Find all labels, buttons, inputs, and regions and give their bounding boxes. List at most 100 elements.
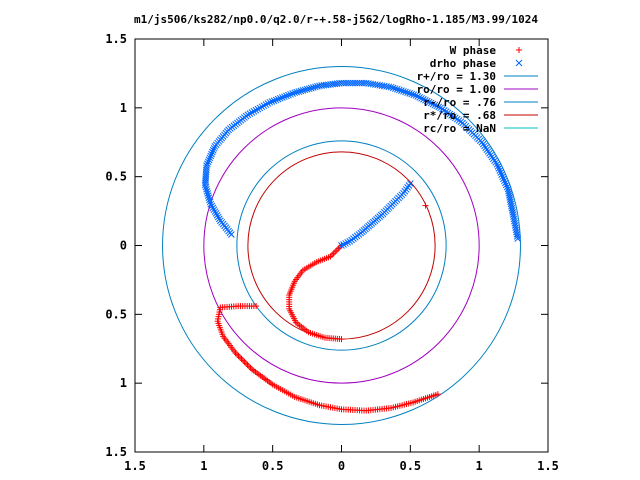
data-markers (201, 79, 522, 414)
y-tick-label-5: 1 (120, 101, 127, 115)
series-1-point-191 (418, 94, 425, 102)
series-1-point-87 (210, 144, 218, 152)
series-1-point-134 (295, 88, 303, 95)
series-1-point-58 (209, 204, 217, 212)
series-1-point-175-d2 (385, 83, 393, 91)
series-1-point-246-d2 (501, 179, 509, 187)
series-1-point-64-d2 (204, 192, 212, 199)
series-1-point-238-d2 (494, 162, 502, 170)
series-1-point-110 (246, 110, 254, 117)
series-1-point-120-d2 (266, 98, 274, 106)
series-1-point-196 (427, 99, 435, 107)
legend-swatch-1 (515, 59, 523, 67)
series-1-point-112 (250, 107, 258, 115)
series-1-point-126 (278, 94, 286, 101)
series-0-point-209 (434, 391, 441, 398)
series-1-point-83-d2 (207, 152, 215, 160)
series-1-point-52 (215, 215, 223, 223)
series-1-point-237 (493, 160, 501, 168)
series-1-point-60-d2 (207, 200, 215, 208)
series-1-point-129 (285, 91, 292, 99)
x-tick-label-4: 0.5 (399, 459, 421, 473)
series-1-point-140 (307, 84, 315, 92)
series-0-point-110 (233, 351, 240, 358)
series-1-point-243 (499, 173, 506, 181)
series-1-point-146-d2 (320, 81, 328, 89)
series-1-point-198-d2 (431, 101, 439, 109)
series-1-point-197-d2 (429, 100, 437, 108)
series-1-point-176-d2 (387, 83, 395, 91)
series-1-point-122-d2 (270, 97, 278, 105)
series-0-point-5 (330, 250, 337, 257)
series-1-point-187-d2 (410, 91, 418, 99)
series-1-point-87-d2 (210, 144, 218, 152)
series-1-point-53-d2 (214, 213, 222, 221)
series-1-point-51 (216, 217, 224, 225)
series-1-point-271-d2 (513, 233, 521, 240)
x-tick-label-1: 1 (200, 459, 207, 473)
series-1-point-135-d2 (297, 87, 305, 95)
series-1-point-179-d2 (393, 85, 401, 93)
series-1-point-131 (289, 90, 296, 97)
series-1-point-141-d2 (309, 84, 317, 91)
series-1-point-127-d2 (281, 93, 288, 101)
series-1-point-145-d2 (318, 82, 326, 89)
series-1-point-81-d2 (205, 156, 213, 164)
series-1-point-180-d2 (395, 86, 403, 94)
series-1-point-247 (502, 181, 510, 189)
legend-label-6: rc/ro = NaN (423, 122, 496, 135)
series-1-point-126-d2 (278, 94, 286, 101)
series-1-point-59 (208, 202, 216, 210)
series-1-point-200-d2 (435, 103, 443, 111)
legend-label-4: r-/ro = .76 (423, 96, 496, 109)
legend-swatch-0 (516, 47, 522, 53)
series-1-point-86 (209, 146, 217, 154)
series-1-point-240 (496, 167, 504, 174)
series-1-point-51-d2 (216, 217, 224, 225)
series-1-point-181-d2 (398, 87, 405, 94)
series-1-point-190 (416, 93, 424, 101)
series-1-point-195 (425, 98, 433, 106)
series-1-point-244 (500, 175, 507, 183)
series-1-point-138-d2 (303, 85, 311, 93)
series-1-point-135 (297, 87, 305, 95)
series-1-point-77-d2 (203, 164, 210, 172)
series-1-point-182 (400, 87, 407, 95)
series-1-point-52-d2 (215, 215, 223, 223)
series-1-point-127 (281, 93, 288, 101)
series-1-point-55 (212, 210, 220, 217)
series-1-point-130 (287, 90, 294, 98)
series-1-point-187 (410, 91, 418, 99)
series-1-point-143-d2 (314, 83, 321, 90)
series-1-point-62-d2 (206, 196, 213, 204)
series-1-point-84 (208, 150, 215, 158)
series-1-point-178-d2 (391, 85, 399, 92)
series-1-point-113 (252, 106, 260, 114)
series-1-point-113-d2 (252, 106, 260, 114)
y-tick-label-2: 0.5 (105, 307, 127, 321)
series-1-point-183-d2 (402, 88, 409, 96)
legend-label-5: r*/ro = .68 (423, 109, 496, 122)
x-tick-label-0: 1.5 (124, 459, 146, 473)
series-1-point-56-d2 (211, 208, 219, 215)
series-1-point-117-d2 (260, 102, 268, 110)
ref-circle-2 (162, 66, 521, 425)
series-1-point-241 (497, 169, 505, 176)
series-1-point-177 (389, 84, 397, 92)
series-1-point-82-d2 (206, 154, 214, 162)
series-1-point-194-d2 (423, 97, 431, 105)
series-1-point-83 (207, 152, 215, 160)
series-1-point-109 (244, 111, 252, 119)
series-1-point-136 (299, 87, 307, 94)
series-1-point-64 (204, 192, 212, 199)
series-1-point-84-d2 (208, 150, 215, 158)
series-1-point-79 (204, 160, 211, 168)
series-1-point-123-d2 (272, 96, 280, 104)
series-1-point-82 (206, 154, 214, 162)
series-0-point-111 (235, 352, 242, 359)
series-1-point-196-d2 (427, 99, 435, 107)
series-1-point-123 (272, 96, 280, 104)
series-1-point-78-d2 (203, 162, 210, 170)
series-1-point-245 (501, 177, 508, 185)
series-1-point-124 (274, 95, 282, 103)
